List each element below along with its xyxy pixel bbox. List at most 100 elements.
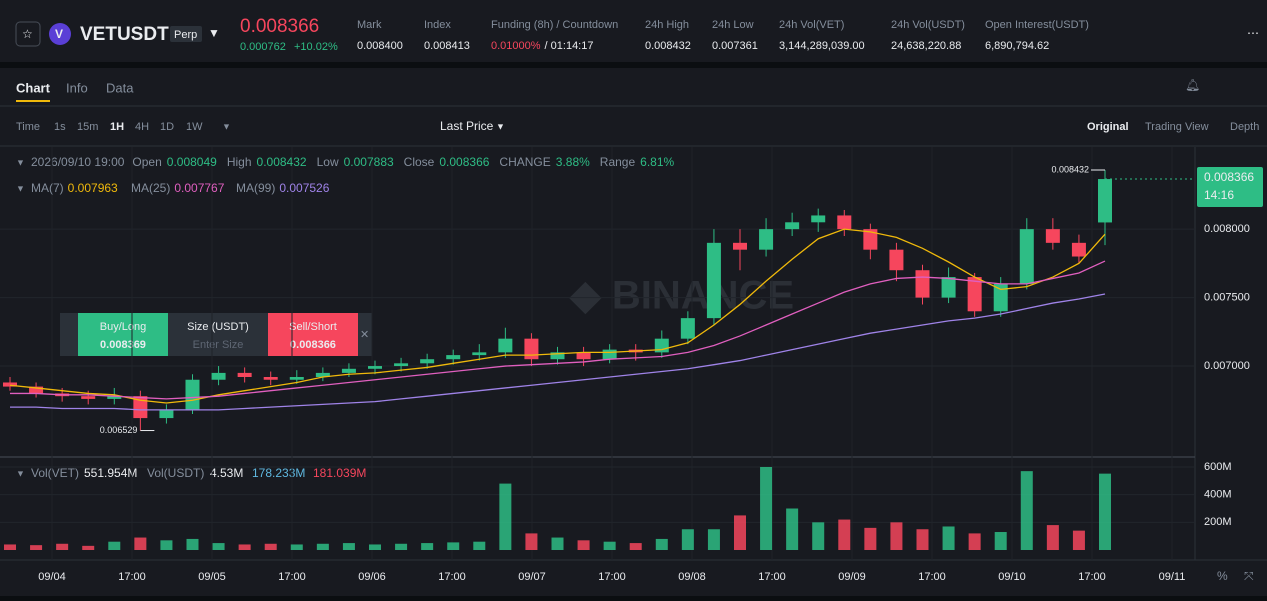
ma-legend-value: 0.007526 — [279, 181, 329, 195]
volume-bar — [786, 508, 799, 550]
vol-label: Vol(VET) — [31, 466, 79, 480]
vol-tick-label: 200M — [1204, 516, 1232, 528]
interval[interactable]: Time — [16, 121, 40, 133]
tab-underline — [16, 100, 50, 102]
candle-body — [915, 270, 930, 298]
candle-body — [133, 396, 148, 419]
y-tick-label: 0.008000 — [1204, 223, 1250, 235]
tab[interactable]: Chart — [16, 80, 51, 95]
y-tick-label: 0.007000 — [1204, 360, 1250, 372]
price-type[interactable]: Last Price — [440, 119, 494, 133]
candle-body — [394, 363, 409, 367]
candle-body — [811, 215, 826, 223]
interval[interactable]: 1W — [186, 121, 203, 133]
collapse-arrow: ▼ — [16, 157, 25, 167]
stat-value: 0.008400 — [357, 40, 403, 52]
candle-body — [863, 229, 878, 250]
collapse-arrow: ▼ — [16, 183, 25, 193]
candle-body — [29, 386, 44, 394]
ma-line — [9, 228, 1106, 404]
size-input[interactable]: Enter Size — [193, 339, 244, 351]
tab[interactable]: Info — [66, 80, 88, 95]
candle-body — [446, 355, 461, 360]
interval[interactable]: 4H — [135, 121, 149, 133]
volume-bar — [342, 543, 355, 550]
stat-value: 0.008432 — [645, 40, 691, 52]
favorite-button[interactable] — [15, 21, 41, 47]
x-tick-label: 17:00 — [918, 571, 946, 583]
candle-body — [81, 396, 96, 399]
stat-label: Index — [424, 19, 451, 31]
scale-toggle[interactable]: ⤧ — [1244, 569, 1254, 583]
view-option[interactable]: Depth — [1230, 121, 1259, 133]
volume-bar — [707, 529, 720, 550]
interval[interactable]: 1H — [110, 121, 124, 133]
sell-button[interactable] — [268, 313, 358, 356]
x-tick-label: 17:00 — [1078, 571, 1106, 583]
volume-bar — [56, 543, 69, 550]
volume-bar — [916, 529, 929, 550]
volume-bar — [395, 543, 408, 550]
x-tick-label: 17:00 — [278, 571, 306, 583]
interval[interactable]: 1D — [160, 121, 174, 133]
tab[interactable]: Data — [106, 80, 134, 95]
candle-body — [576, 352, 591, 360]
legend-value: 0.007883 — [344, 155, 394, 169]
ma-legend-name: MA(99) — [236, 181, 275, 195]
candle-body — [211, 372, 226, 380]
candle-body — [1019, 229, 1034, 284]
interval[interactable]: 15m — [77, 121, 98, 133]
volume-bar — [238, 544, 251, 550]
interval[interactable]: 1s — [54, 121, 66, 133]
ma-legend-name: MA(7) — [31, 181, 64, 195]
badge: Perp — [174, 29, 197, 41]
candle-body — [237, 372, 252, 378]
alert-icon[interactable]: 🔔︎ — [1185, 78, 1200, 92]
price-change: 0.000762 — [240, 41, 286, 53]
volume-bar — [1072, 530, 1085, 550]
x-tick-label: 09/09 — [838, 571, 866, 583]
volume-bar — [290, 544, 303, 550]
candle-body — [289, 377, 304, 380]
volume-bar — [212, 543, 225, 550]
stat-value: 6,890,794.62 — [985, 40, 1049, 52]
percent-toggle[interactable]: % — [1217, 569, 1228, 583]
volume-bar — [838, 519, 851, 550]
vol-value: 551.954M — [84, 466, 137, 480]
sell-label: Sell/Short — [289, 321, 337, 333]
volume-bar — [525, 533, 538, 550]
legend-label: Open — [132, 155, 161, 169]
volume-bar — [473, 541, 486, 550]
volume-bar — [369, 544, 381, 550]
volume-bar — [30, 545, 43, 550]
legend-label: Range — [600, 155, 636, 169]
buy-price: 0.008369 — [100, 339, 146, 351]
candle-body — [1045, 229, 1060, 243]
volume-bar — [82, 545, 95, 550]
symbol[interactable]: VETUSDT — [80, 24, 169, 45]
candle-body — [993, 283, 1008, 312]
view-option[interactable]: Trading View — [1145, 121, 1209, 133]
close-panel[interactable]: ✕ — [360, 329, 369, 341]
legend-label: High — [227, 155, 252, 169]
dropdown-arrow[interactable]: ▼ — [208, 26, 220, 40]
candle-body — [602, 349, 617, 360]
volume-bar — [186, 538, 199, 550]
sell-price: 0.008366 — [290, 339, 336, 351]
ma-legend-value: 0.007963 — [68, 181, 118, 195]
volume-bar — [812, 522, 825, 550]
legend-date: 2026/09/10 19:00 — [31, 155, 125, 169]
candle-body — [967, 277, 982, 312]
volume-bar — [1020, 471, 1033, 550]
x-tick-label: 09/08 — [678, 571, 706, 583]
star-icon: ☆ — [22, 27, 33, 41]
volume-bar — [134, 537, 147, 550]
legend-value: 0.008432 — [257, 155, 307, 169]
view-option[interactable]: Original — [1087, 121, 1129, 133]
buy-button[interactable] — [78, 313, 168, 356]
volume-bar — [108, 541, 121, 550]
stat-label: Open Interest(USDT) — [985, 19, 1089, 31]
more-button[interactable]: ⋯ — [1247, 26, 1259, 40]
